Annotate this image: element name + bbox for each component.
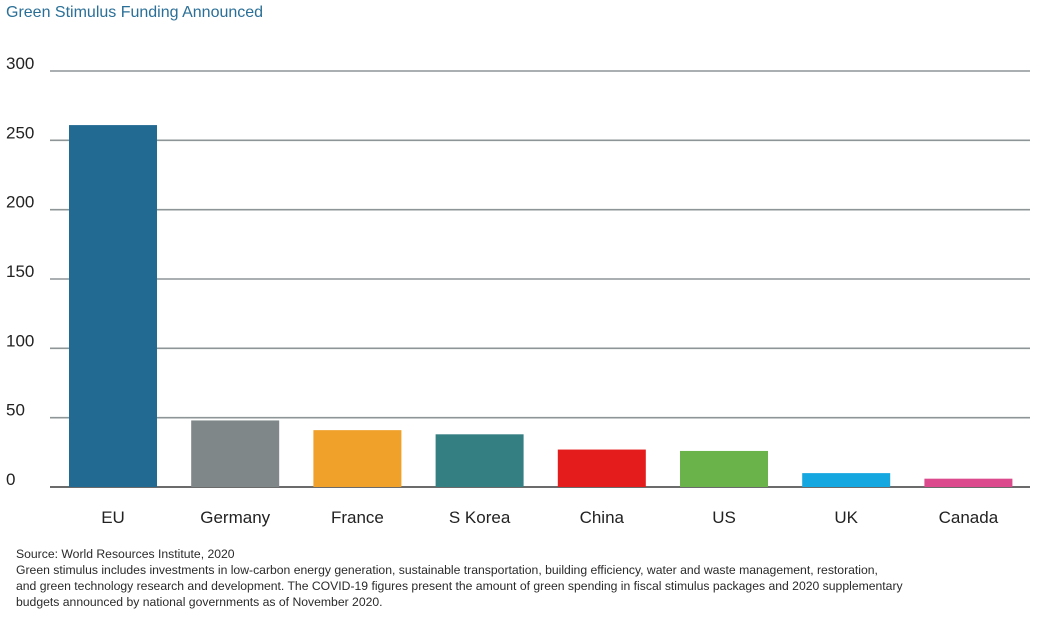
x-tick-label: S Korea — [449, 508, 511, 527]
bars — [69, 125, 1013, 487]
bar-france — [313, 430, 402, 487]
x-tick-label: UK — [834, 508, 858, 527]
bar-uk — [802, 473, 891, 487]
source-note: Source: World Resources Institute, 2020 — [16, 547, 235, 561]
x-tick-label: Canada — [939, 508, 999, 527]
x-tick-label: US — [712, 508, 736, 527]
y-axis-ticks: 0 50 100 150 200 250 300 — [6, 54, 34, 489]
footnote-line: Green stimulus includes investments in l… — [16, 563, 878, 577]
x-tick-label: France — [331, 508, 384, 527]
bar-chart: 0 50 100 150 200 250 300 EU Germany France S Kore… — [6, 54, 1030, 527]
y-tick-label: 150 — [6, 262, 34, 281]
chart-title: Green Stimulus Funding Announced — [6, 4, 264, 21]
bar-canada — [924, 478, 1013, 487]
y-tick-label: 300 — [6, 54, 34, 73]
y-tick-label: 100 — [6, 331, 34, 350]
bar-eu — [69, 125, 157, 487]
bar-us — [680, 450, 768, 487]
y-tick-label: 250 — [6, 123, 34, 142]
y-tick-label: 200 — [6, 193, 34, 212]
x-tick-label: Germany — [200, 508, 270, 527]
footnote-line: and green technology research and develo… — [16, 579, 903, 593]
y-tick-label: 50 — [6, 401, 25, 420]
footnote-line: budgets announced by national government… — [16, 595, 383, 609]
x-axis-ticks: EU Germany France S Korea China US UK Canada — [101, 508, 999, 527]
gridlines — [50, 70, 1030, 488]
x-tick-label: China — [580, 508, 625, 527]
bar-germany — [191, 420, 280, 487]
bar-s-korea — [435, 434, 524, 487]
y-tick-label: 0 — [6, 470, 15, 489]
footnote: Source: World Resources Institute, 2020 … — [16, 546, 1031, 610]
x-tick-label: EU — [101, 508, 125, 527]
bar-china — [557, 449, 646, 487]
